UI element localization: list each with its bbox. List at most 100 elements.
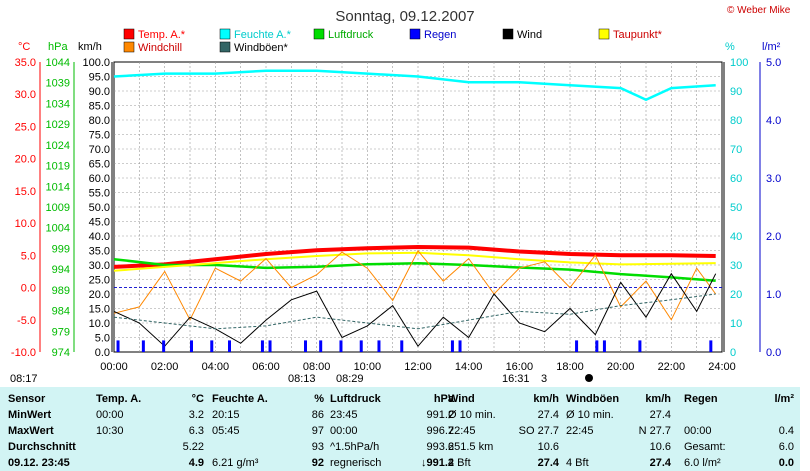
credit-text: © Weber Mike <box>727 5 791 16</box>
wind-tick-label: 85.0 <box>89 101 110 113</box>
series-line <box>113 244 716 269</box>
rain-tick-label: 3.0 <box>766 173 781 185</box>
rain-bar <box>210 340 214 352</box>
legend-label: Windchill <box>138 42 182 54</box>
table-cell: l/m² <box>774 393 794 405</box>
table-cell: ↓991.2 <box>420 457 454 469</box>
rain-bar <box>162 340 166 352</box>
pressure-tick-label: 1004 <box>46 223 70 235</box>
table-cell: regnerisch <box>330 457 382 469</box>
table-cell: 4 Bft <box>566 457 589 469</box>
table-cell: 27.4 <box>537 409 559 421</box>
table-cell: 10.6 <box>649 441 671 453</box>
rain-tick-label: 5.0 <box>766 57 781 69</box>
table-cell: 20:15 <box>212 409 240 421</box>
table-cell: hPa <box>433 393 454 405</box>
series-line <box>113 251 716 272</box>
table-cell: SO 27.7 <box>518 425 559 437</box>
table-cell: 93 <box>311 441 324 453</box>
table-cell: 00:00 <box>330 425 358 437</box>
rain-tick-label: 0.0 <box>766 347 781 359</box>
time-tick-label: 06:00 <box>252 361 280 373</box>
legend-swatch <box>313 28 325 40</box>
temp-tick-label: 10.0 <box>15 218 36 230</box>
table-cell: Luftdruck <box>330 393 381 405</box>
table-cell: MinWert <box>8 409 52 421</box>
time-tick-label: 00:00 <box>100 361 128 373</box>
time-tick-label: 16:00 <box>506 361 534 373</box>
chart-title: Sonntag, 09.12.2007 <box>335 8 474 25</box>
table-cell: Regen <box>684 393 718 405</box>
table-cell: 22:45 <box>566 425 594 437</box>
humidity-tick-label: 10 <box>730 318 742 330</box>
wind-tick-label: 70.0 <box>89 144 110 156</box>
rain-tick-label: 2.0 <box>766 231 781 243</box>
temp-tick-label: -5.0 <box>17 315 36 327</box>
legend-label: Temp. A.* <box>138 29 186 41</box>
temp-tick-label: 35.0 <box>15 57 36 69</box>
wind-tick-label: 25.0 <box>89 275 110 287</box>
rain-bar <box>359 340 363 352</box>
table-cell: 97 <box>311 425 324 437</box>
table-cell: 0.0 <box>778 457 794 469</box>
pressure-tick-label: 984 <box>52 306 70 318</box>
legend-swatch <box>219 28 231 40</box>
pressure-tick-label: 974 <box>52 347 70 359</box>
table-cell: 996.7 <box>426 425 454 437</box>
table-cell: °C <box>191 393 204 405</box>
table-cell: 3.2 <box>188 409 204 421</box>
rain-bar <box>709 340 713 352</box>
humidity-tick-label: 30 <box>730 260 742 272</box>
wind-tick-label: 95.0 <box>89 72 110 84</box>
wind-tick-label: 35.0 <box>89 246 110 258</box>
temp-tick-label: 15.0 <box>15 186 36 198</box>
pressure-tick-label: 989 <box>52 285 70 297</box>
table-cell: Wind <box>448 393 475 405</box>
legend-swatch <box>409 28 421 40</box>
legend-label: Wind <box>517 29 542 41</box>
time-tick-label: 10:00 <box>354 361 382 373</box>
rain-bar <box>141 340 145 352</box>
pressure-tick-label: 1034 <box>46 98 70 110</box>
time-tick-label: 12:00 <box>404 361 432 373</box>
rain-bar <box>595 340 599 352</box>
series-line <box>113 249 717 321</box>
humidity-tick-label: 80 <box>730 115 742 127</box>
series-line <box>113 257 716 282</box>
humidity-axis-unit: % <box>725 41 735 53</box>
table-cell: 251.5 km <box>448 441 494 453</box>
legend-swatch <box>219 41 231 53</box>
wind-tick-label: 40.0 <box>89 231 110 243</box>
wind-tick-label: 90.0 <box>89 86 110 98</box>
table-cell: 86 <box>311 409 324 421</box>
humidity-tick-label: 60 <box>730 173 742 185</box>
time-tick-label: 18:00 <box>556 361 584 373</box>
table-cell: 10:30 <box>96 425 124 437</box>
legend-swatch <box>123 28 135 40</box>
humidity-tick-label: 20 <box>730 289 742 301</box>
temp-tick-label: -10.0 <box>11 347 36 359</box>
rain-bar <box>458 340 462 352</box>
table-cell: MaxWert <box>8 425 54 437</box>
table-cell: 6.3 <box>188 425 204 437</box>
wind-tick-label: 0.0 <box>95 347 110 359</box>
table-cell: 92 <box>311 457 324 469</box>
rain-bar <box>319 340 323 352</box>
wind-tick-label: 60.0 <box>89 173 110 185</box>
rain-bar <box>260 340 264 352</box>
rain-bar <box>602 340 606 352</box>
wind-tick-label: 80.0 <box>89 115 110 127</box>
table-cell: 6.21 g/m³ <box>212 457 259 469</box>
table-cell: km/h <box>533 393 559 405</box>
pressure-tick-label: 1019 <box>46 161 70 173</box>
rain-axis-unit: l/m² <box>762 41 781 53</box>
table-cell: Feuchte A. <box>212 393 268 405</box>
temp-tick-label: 0.0 <box>21 283 36 295</box>
pressure-axis-unit: hPa <box>48 41 68 53</box>
moon-icon <box>585 374 593 382</box>
table-cell: 6.0 <box>778 441 794 453</box>
table-cell: ^1.5hPa/h <box>330 441 380 453</box>
table-cell: 27.4 <box>649 409 671 421</box>
humidity-tick-label: 50 <box>730 202 742 214</box>
table-cell: Durchschnitt <box>8 441 76 453</box>
